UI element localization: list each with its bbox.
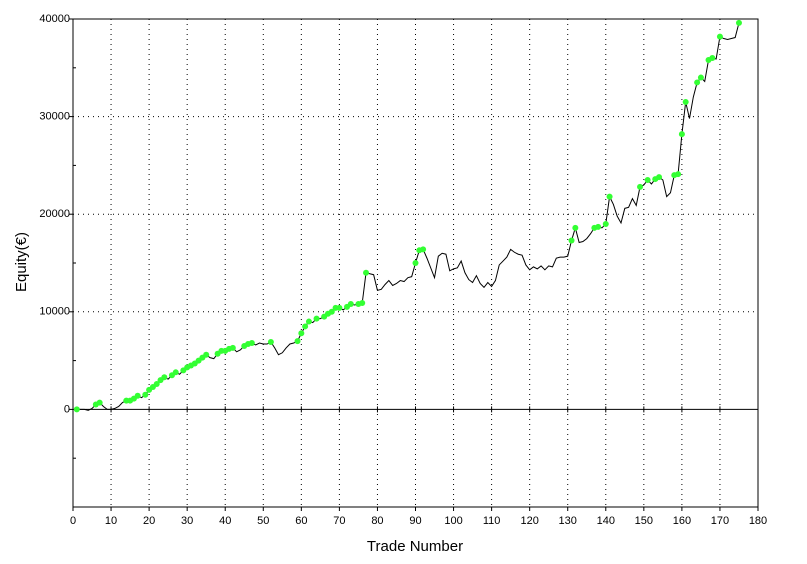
equity-high-marker xyxy=(267,339,274,346)
equity-high-marker xyxy=(142,391,149,398)
x-tick-label: 140 xyxy=(597,515,615,527)
y-tick-label: 10000 xyxy=(39,306,70,318)
equity-high-marker xyxy=(694,79,701,86)
equity-high-marker xyxy=(572,224,579,231)
equity-high-marker xyxy=(161,374,168,381)
equity-high-marker xyxy=(606,193,613,200)
equity-high-marker xyxy=(709,55,716,62)
equity-high-marker xyxy=(675,171,682,178)
y-tick-label: 40000 xyxy=(39,13,70,25)
equity-high-marker xyxy=(96,399,103,406)
equity-high-marker xyxy=(73,406,80,413)
equity-high-marker xyxy=(153,381,160,388)
x-tick-label: 30 xyxy=(181,515,193,527)
equity-high-marker xyxy=(420,246,427,253)
plot-border xyxy=(72,18,759,508)
equity-high-marker xyxy=(644,177,651,184)
equity-high-marker xyxy=(248,340,255,347)
equity-high-marker xyxy=(412,260,419,266)
x-tick-label: 40 xyxy=(219,515,231,527)
x-tick-label: 70 xyxy=(333,515,345,527)
y-tick-label: 30000 xyxy=(39,111,70,123)
y-axis-title: Equity(€) xyxy=(13,232,30,292)
equity-high-marker xyxy=(313,315,320,322)
equity-high-marker xyxy=(359,300,366,307)
x-axis-title: Trade Number xyxy=(367,538,463,555)
equity-high-marker xyxy=(328,308,335,315)
x-tick-label: 130 xyxy=(559,515,577,527)
equity-high-marker xyxy=(203,351,210,358)
x-tick-label: 180 xyxy=(749,515,767,527)
equity-high-marker xyxy=(678,131,685,138)
equity-high-marker xyxy=(336,304,343,311)
x-tick-label: 160 xyxy=(673,515,691,527)
equity-high-marker xyxy=(716,33,723,40)
equity-high-marker xyxy=(602,220,609,227)
equity-high-marker xyxy=(363,269,370,276)
equity-high-marker xyxy=(656,174,663,181)
equity-high-marker xyxy=(595,223,602,230)
equity-high-marker xyxy=(294,338,301,345)
x-tick-label: 120 xyxy=(520,515,538,527)
equity-high-marker xyxy=(134,392,141,399)
x-tick-label: 80 xyxy=(371,515,383,527)
x-tick-label: 50 xyxy=(257,515,269,527)
x-tick-label: 20 xyxy=(143,515,155,527)
equity-high-marker xyxy=(735,19,742,26)
equity-high-marker xyxy=(229,344,236,351)
equity-high-marker xyxy=(682,98,689,105)
equity-high-marker xyxy=(305,318,312,325)
x-tick-label: 170 xyxy=(711,515,729,527)
equity-high-marker xyxy=(697,74,704,81)
equity-high-marker xyxy=(347,300,354,307)
equity-high-marker xyxy=(637,183,644,190)
x-tick-label: 0 xyxy=(70,515,76,527)
equity-high-marker xyxy=(302,323,309,330)
x-tick-label: 150 xyxy=(635,515,653,527)
y-tick-label: 0 xyxy=(64,403,70,415)
y-tick-label: 20000 xyxy=(39,208,70,220)
equity-high-marker xyxy=(298,330,305,337)
x-tick-label: 60 xyxy=(295,515,307,527)
x-tick-label: 90 xyxy=(409,515,421,527)
x-tick-label: 10 xyxy=(105,515,117,527)
x-tick-label: 100 xyxy=(444,515,462,527)
x-tick-label: 110 xyxy=(483,515,501,527)
equity-high-marker xyxy=(172,369,179,376)
equity-high-marker xyxy=(568,237,575,244)
